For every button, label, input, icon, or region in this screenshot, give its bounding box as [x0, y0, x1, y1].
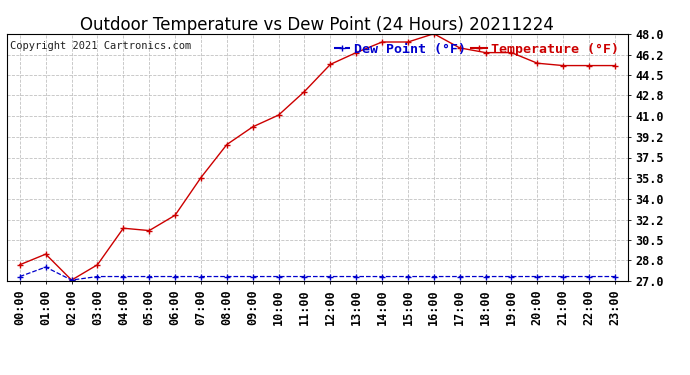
Dew Point (°F)	[223, 274, 231, 279]
Dew Point (°F)	[404, 274, 412, 279]
Dew Point (°F)	[326, 274, 335, 279]
Dew Point (°F)	[41, 265, 50, 269]
Dew Point (°F)	[455, 274, 464, 279]
Dew Point (°F)	[352, 274, 360, 279]
Dew Point (°F)	[507, 274, 515, 279]
Dew Point (°F)	[16, 274, 24, 279]
Temperature (°F)	[171, 213, 179, 217]
Temperature (°F)	[16, 262, 24, 267]
Dew Point (°F)	[171, 274, 179, 279]
Dew Point (°F)	[430, 274, 438, 279]
Dew Point (°F)	[533, 274, 542, 279]
Temperature (°F)	[533, 61, 542, 66]
Line: Temperature (°F): Temperature (°F)	[17, 30, 618, 284]
Temperature (°F)	[145, 228, 153, 233]
Dew Point (°F)	[68, 278, 76, 282]
Temperature (°F)	[197, 175, 205, 180]
Dew Point (°F)	[248, 274, 257, 279]
Temperature (°F)	[378, 40, 386, 44]
Temperature (°F)	[41, 252, 50, 257]
Temperature (°F)	[248, 124, 257, 129]
Dew Point (°F)	[611, 274, 619, 279]
Dew Point (°F)	[197, 274, 205, 279]
Dew Point (°F)	[585, 274, 593, 279]
Temperature (°F)	[559, 63, 567, 68]
Dew Point (°F)	[482, 274, 490, 279]
Temperature (°F)	[404, 40, 412, 44]
Temperature (°F)	[275, 113, 283, 117]
Temperature (°F)	[507, 50, 515, 55]
Temperature (°F)	[326, 62, 335, 67]
Temperature (°F)	[611, 63, 619, 68]
Dew Point (°F)	[145, 274, 153, 279]
Dew Point (°F)	[119, 274, 128, 279]
Temperature (°F)	[585, 63, 593, 68]
Dew Point (°F)	[559, 274, 567, 279]
Temperature (°F)	[68, 278, 76, 282]
Temperature (°F)	[223, 142, 231, 147]
Temperature (°F)	[93, 262, 101, 267]
Temperature (°F)	[300, 89, 308, 94]
Legend: Dew Point (°F), Temperature (°F): Dew Point (°F), Temperature (°F)	[331, 40, 621, 58]
Temperature (°F)	[352, 50, 360, 55]
Temperature (°F)	[455, 46, 464, 50]
Text: Copyright 2021 Cartronics.com: Copyright 2021 Cartronics.com	[10, 41, 191, 51]
Dew Point (°F)	[378, 274, 386, 279]
Dew Point (°F)	[93, 274, 101, 279]
Line: Dew Point (°F): Dew Point (°F)	[17, 264, 618, 284]
Temperature (°F)	[119, 226, 128, 231]
Temperature (°F)	[482, 50, 490, 55]
Title: Outdoor Temperature vs Dew Point (24 Hours) 20211224: Outdoor Temperature vs Dew Point (24 Hou…	[81, 16, 554, 34]
Temperature (°F)	[430, 32, 438, 36]
Dew Point (°F)	[300, 274, 308, 279]
Dew Point (°F)	[275, 274, 283, 279]
